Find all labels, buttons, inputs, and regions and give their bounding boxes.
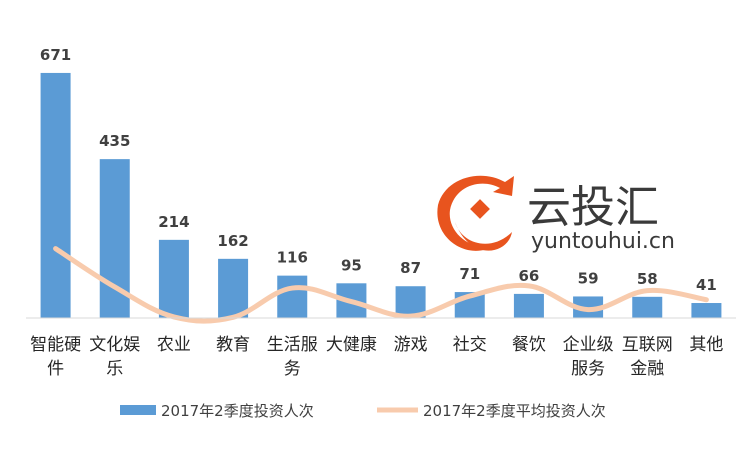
logo-diamond-icon <box>470 199 490 219</box>
bar-2 <box>158 239 189 318</box>
category-label-8-0: 餐饮 <box>512 335 546 355</box>
category-label-9-0: 企业级 <box>563 335 614 355</box>
category-label-9-1: 服务 <box>571 359 605 379</box>
bar-3 <box>218 258 249 318</box>
value-label-4: 116 <box>277 249 308 267</box>
category-label-6-0: 游戏 <box>394 335 428 355</box>
category-label-1-1: 乐 <box>106 359 123 379</box>
category-label-0-1: 件 <box>47 359 64 379</box>
value-label-6: 87 <box>400 259 421 277</box>
value-label-3: 162 <box>217 232 248 250</box>
logo-swoosh-lower-icon <box>455 222 512 251</box>
category-label-5-0: 大健康 <box>326 335 377 355</box>
value-label-1: 435 <box>99 132 130 150</box>
value-label-8: 66 <box>518 267 539 285</box>
legend: 2017年2季度投资人次 2017年2季度平均投资人次 <box>120 402 606 420</box>
bar-8 <box>513 293 544 318</box>
category-label-2-0: 农业 <box>157 335 191 355</box>
category-label-11-0: 其他 <box>689 335 723 355</box>
value-label-0: 671 <box>40 46 71 64</box>
category-label-4-1: 务 <box>284 359 301 379</box>
legend-bar-swatch <box>120 405 156 415</box>
watermark-logo: 云投汇 yuntouhui.cn <box>437 175 675 254</box>
value-label-5: 95 <box>341 256 362 274</box>
watermark-url: yuntouhui.cn <box>531 229 675 254</box>
value-label-11: 41 <box>696 276 717 294</box>
value-labels: 671 435 214 162 116 95 87 71 66 59 58 41 <box>40 46 717 294</box>
category-label-3-0: 教育 <box>216 335 250 355</box>
value-label-10: 58 <box>637 270 658 288</box>
value-label-7: 71 <box>459 265 480 283</box>
category-label-0-0: 智能硬 <box>30 335 81 355</box>
legend-line-label: 2017年2季度平均投资人次 <box>423 402 606 420</box>
logo-swoosh-icon <box>437 175 514 251</box>
category-label-1-0: 文化娱 <box>89 335 140 355</box>
bar-10 <box>632 296 663 318</box>
legend-bar-label: 2017年2季度投资人次 <box>161 402 314 420</box>
watermark-text: 云投汇 <box>527 182 659 233</box>
bar-0 <box>40 72 71 318</box>
bar-4 <box>277 275 308 318</box>
bar-series <box>40 72 722 318</box>
bar-11 <box>691 303 722 318</box>
value-label-2: 214 <box>158 213 189 231</box>
category-label-7-0: 社交 <box>453 335 487 355</box>
category-label-4-0: 生活服 <box>267 335 318 355</box>
category-label-10-0: 互联网 <box>622 335 673 355</box>
average-line <box>53 246 709 324</box>
category-label-10-1: 金融 <box>630 359 664 379</box>
value-label-9: 59 <box>578 269 599 287</box>
